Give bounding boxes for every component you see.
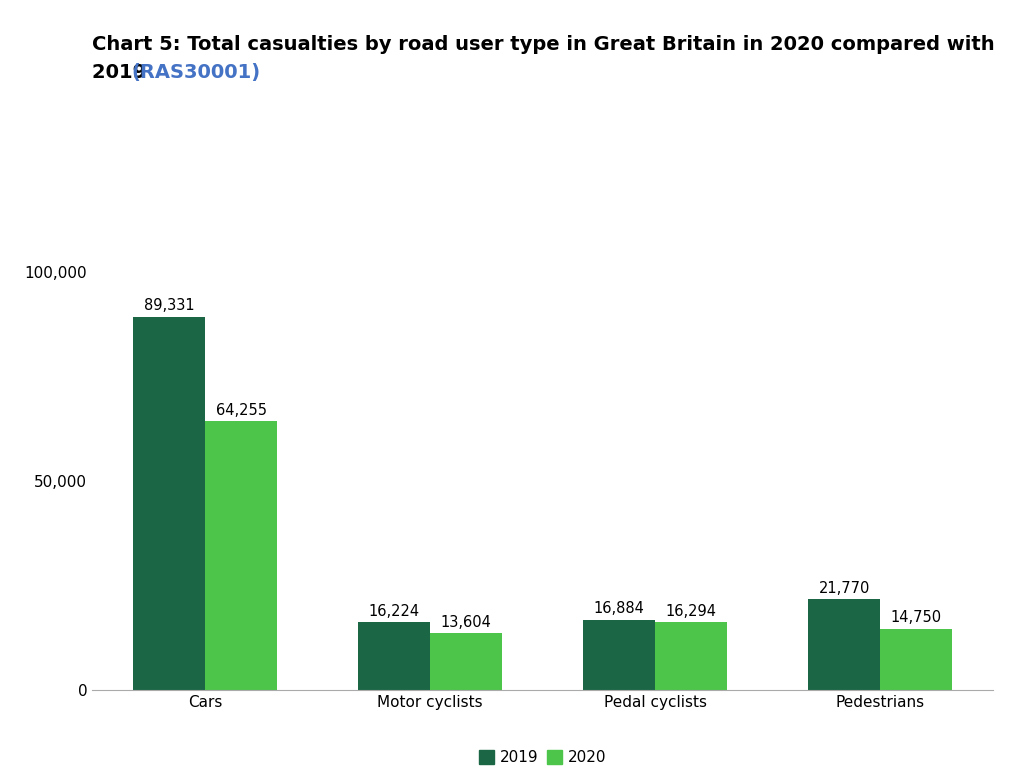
Text: 64,255: 64,255 xyxy=(216,403,266,418)
Text: 16,294: 16,294 xyxy=(666,604,717,619)
Text: 21,770: 21,770 xyxy=(818,581,870,596)
Bar xyxy=(430,634,502,690)
Bar xyxy=(584,620,655,690)
Text: 16,224: 16,224 xyxy=(369,604,420,619)
Text: 16,884: 16,884 xyxy=(594,601,645,617)
Bar xyxy=(655,622,727,690)
Bar xyxy=(808,599,881,690)
Text: 89,331: 89,331 xyxy=(143,298,195,313)
Text: 14,750: 14,750 xyxy=(891,611,942,625)
Bar xyxy=(881,629,952,690)
Text: 13,604: 13,604 xyxy=(440,615,492,630)
Text: 2019: 2019 xyxy=(92,63,153,82)
Legend: 2019, 2020: 2019, 2020 xyxy=(473,744,612,767)
Text: (RAS30001): (RAS30001) xyxy=(131,63,260,82)
Bar xyxy=(358,623,430,690)
Bar xyxy=(133,317,205,690)
Text: Chart 5: Total casualties by road user type in Great Britain in 2020 compared wi: Chart 5: Total casualties by road user t… xyxy=(92,35,994,54)
Bar xyxy=(205,422,278,690)
